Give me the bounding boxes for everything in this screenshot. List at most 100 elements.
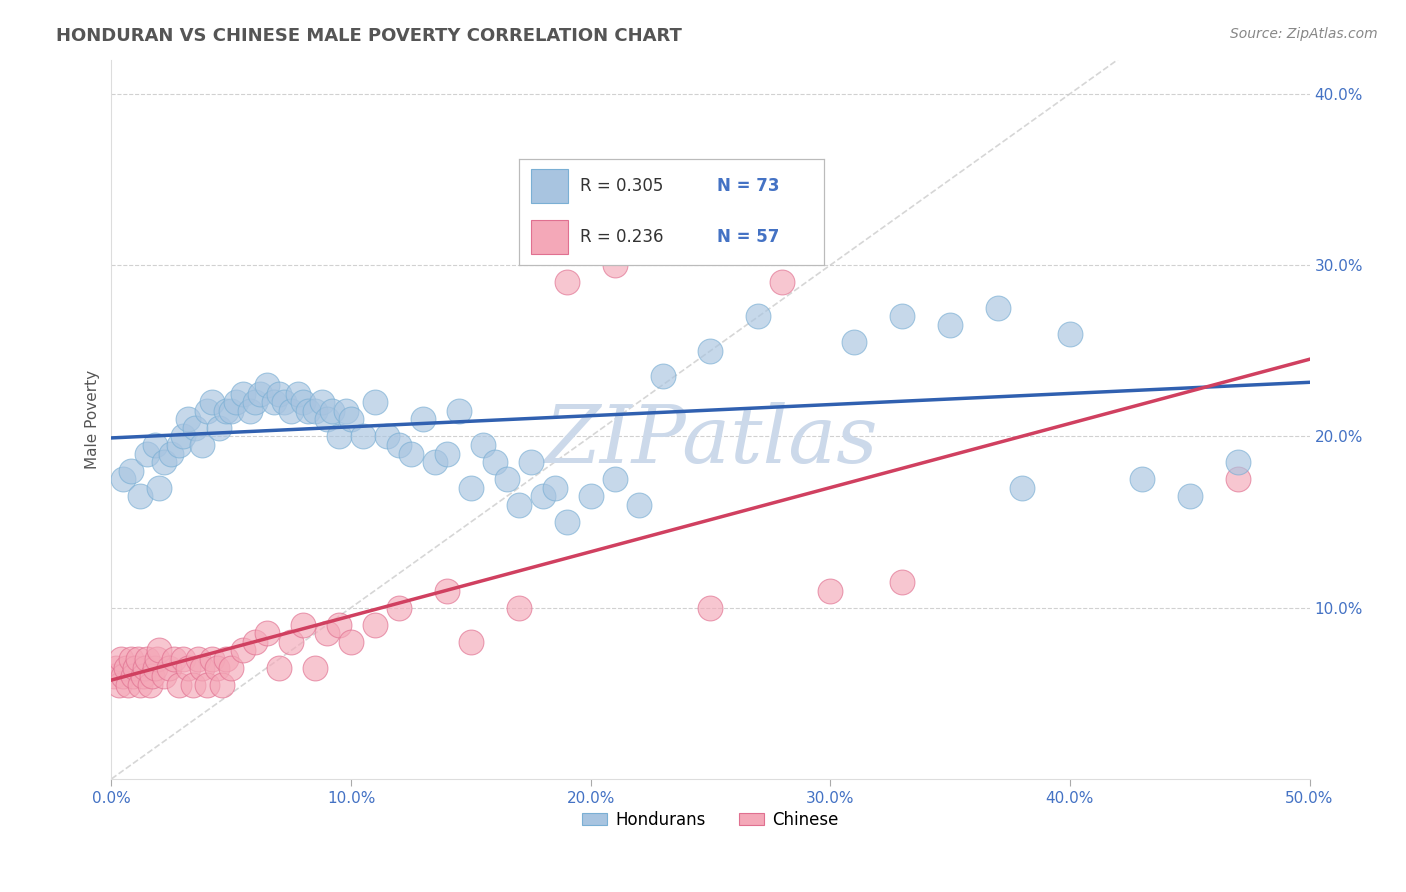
Point xyxy=(195,678,218,692)
FancyBboxPatch shape xyxy=(531,220,568,254)
Point xyxy=(287,386,309,401)
Point xyxy=(110,652,132,666)
Point xyxy=(471,438,494,452)
Point xyxy=(603,258,626,272)
Point xyxy=(375,429,398,443)
Point xyxy=(143,660,166,674)
Point xyxy=(436,583,458,598)
Point xyxy=(273,395,295,409)
Point xyxy=(131,669,153,683)
Point xyxy=(399,446,422,460)
Point xyxy=(292,395,315,409)
Point xyxy=(136,446,159,460)
Point xyxy=(699,600,721,615)
Point xyxy=(519,455,541,469)
Point xyxy=(447,403,470,417)
Point xyxy=(603,472,626,486)
Point xyxy=(201,395,224,409)
Point xyxy=(243,395,266,409)
Point xyxy=(103,669,125,683)
Legend: Hondurans, Chinese: Hondurans, Chinese xyxy=(575,804,845,835)
Point xyxy=(177,660,200,674)
Point xyxy=(211,678,233,692)
Text: R = 0.305: R = 0.305 xyxy=(581,178,664,195)
Point xyxy=(134,660,156,674)
Point xyxy=(340,412,363,426)
Point xyxy=(423,455,446,469)
Point xyxy=(891,310,914,324)
Point xyxy=(460,635,482,649)
Point xyxy=(1226,455,1249,469)
Point xyxy=(148,481,170,495)
Point xyxy=(127,652,149,666)
Point xyxy=(794,172,817,186)
Text: R = 0.236: R = 0.236 xyxy=(581,228,664,246)
Point xyxy=(1130,472,1153,486)
Point xyxy=(124,660,146,674)
Point xyxy=(280,403,302,417)
Point xyxy=(195,403,218,417)
Point xyxy=(1059,326,1081,341)
Point xyxy=(191,438,214,452)
Point xyxy=(129,678,152,692)
Point xyxy=(157,660,180,674)
Point xyxy=(120,464,142,478)
Point xyxy=(412,412,434,426)
Point xyxy=(205,660,228,674)
Point xyxy=(891,574,914,589)
Point xyxy=(139,678,162,692)
Point xyxy=(256,378,278,392)
Point xyxy=(249,386,271,401)
Point xyxy=(508,498,530,512)
Point xyxy=(820,583,842,598)
Point xyxy=(531,489,554,503)
Point xyxy=(243,635,266,649)
Point xyxy=(297,403,319,417)
Point xyxy=(181,678,204,692)
Point xyxy=(747,310,769,324)
Point xyxy=(328,429,350,443)
Point xyxy=(844,335,866,350)
Point xyxy=(160,446,183,460)
Point xyxy=(335,403,357,417)
Point xyxy=(770,275,793,289)
Point xyxy=(177,412,200,426)
Point xyxy=(117,678,139,692)
Point xyxy=(215,403,238,417)
Point xyxy=(167,438,190,452)
Point xyxy=(484,455,506,469)
Point xyxy=(112,472,135,486)
Point xyxy=(225,395,247,409)
Point xyxy=(508,600,530,615)
Point xyxy=(304,403,326,417)
Point xyxy=(239,403,262,417)
Point xyxy=(112,669,135,683)
Point xyxy=(555,275,578,289)
Point xyxy=(232,643,254,657)
Point xyxy=(1178,489,1201,503)
Point xyxy=(263,395,285,409)
Point xyxy=(555,515,578,529)
Point xyxy=(219,660,242,674)
Point xyxy=(219,403,242,417)
Point xyxy=(120,652,142,666)
Y-axis label: Male Poverty: Male Poverty xyxy=(86,369,100,469)
Point xyxy=(436,446,458,460)
Point xyxy=(256,626,278,640)
Point xyxy=(352,429,374,443)
Text: HONDURAN VS CHINESE MALE POVERTY CORRELATION CHART: HONDURAN VS CHINESE MALE POVERTY CORRELA… xyxy=(56,27,682,45)
Point xyxy=(153,669,176,683)
Point xyxy=(141,669,163,683)
Point xyxy=(311,395,333,409)
Point xyxy=(232,386,254,401)
Point xyxy=(544,481,567,495)
Point xyxy=(143,438,166,452)
Point xyxy=(107,678,129,692)
Point xyxy=(939,318,962,332)
Point xyxy=(208,421,231,435)
Point xyxy=(269,386,291,401)
Point xyxy=(201,652,224,666)
Point xyxy=(340,635,363,649)
Point xyxy=(114,660,136,674)
FancyBboxPatch shape xyxy=(531,169,568,203)
